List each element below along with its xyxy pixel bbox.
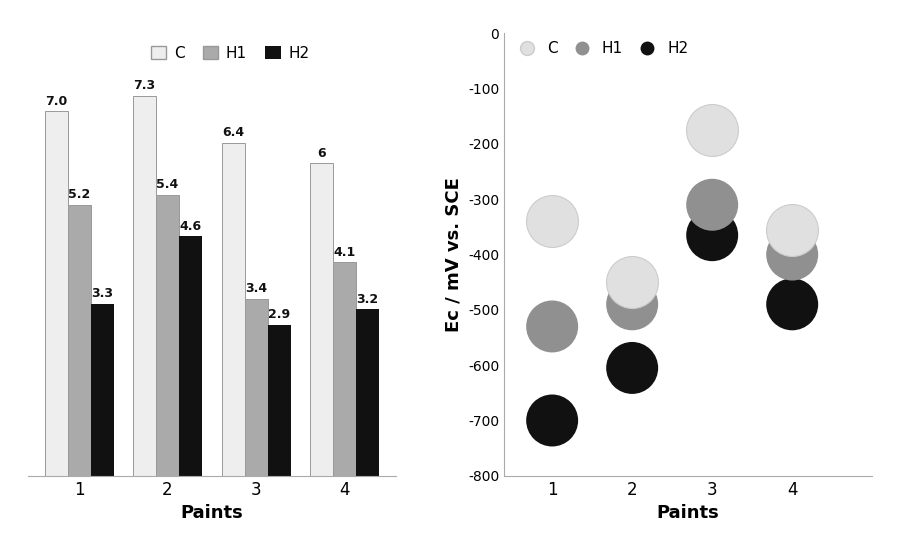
Text: 5.2: 5.2 (68, 189, 90, 201)
Bar (245, 299, 267, 476)
Text: 3.3: 3.3 (91, 287, 113, 300)
H2 (625, 364, 639, 372)
X-axis label: Paints: Paints (180, 504, 243, 522)
Text: 2.9: 2.9 (268, 308, 290, 321)
H2 (705, 231, 719, 240)
Text: 7.0: 7.0 (45, 95, 68, 108)
Text: 6: 6 (318, 147, 326, 160)
Text: 6.4: 6.4 (222, 126, 244, 139)
H2 (785, 300, 799, 309)
Bar (133, 96, 156, 476)
Bar (333, 262, 356, 476)
Bar (44, 111, 68, 476)
Bar (179, 236, 203, 476)
Legend: C, H1, H2: C, H1, H2 (512, 41, 688, 56)
C (785, 226, 799, 234)
Legend: C, H1, H2: C, H1, H2 (147, 41, 314, 65)
Text: 4.1: 4.1 (334, 246, 356, 258)
Bar (68, 205, 91, 476)
H1 (705, 200, 719, 209)
H1 (625, 300, 639, 309)
Text: 5.4: 5.4 (157, 178, 179, 191)
C (544, 217, 559, 226)
Text: 3.2: 3.2 (356, 293, 379, 306)
Bar (267, 325, 291, 476)
Bar (310, 163, 333, 476)
H1 (785, 250, 799, 259)
C (625, 278, 639, 287)
Y-axis label: Ec / mV vs. SCE: Ec / mV vs. SCE (445, 177, 463, 332)
H1 (544, 322, 559, 331)
Bar (221, 142, 245, 476)
Text: 3.4: 3.4 (245, 282, 267, 295)
Text: 7.3: 7.3 (133, 79, 156, 92)
C (705, 126, 719, 135)
H2 (544, 416, 559, 425)
Text: 4.6: 4.6 (179, 219, 202, 233)
Bar (356, 309, 379, 476)
Bar (156, 195, 179, 476)
Bar (91, 304, 113, 476)
X-axis label: Paints: Paints (657, 504, 720, 522)
